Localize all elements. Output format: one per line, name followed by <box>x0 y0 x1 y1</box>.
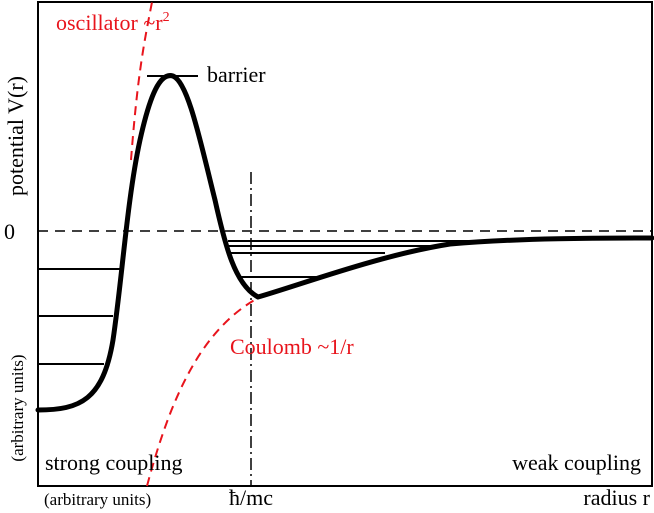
potential-curve <box>35 73 654 413</box>
x-axis-title: radius r <box>583 485 650 510</box>
coulomb-label: Coulomb ~1/r <box>230 334 354 359</box>
strong-coupling-label: strong coupling <box>45 450 183 475</box>
barrier-label: barrier <box>207 62 266 87</box>
oscillator-label: oscillator ~r2 <box>56 10 170 35</box>
zero-label: 0 <box>4 219 15 244</box>
plot-frame <box>37 1 653 487</box>
x-tick-hbar-mc: ħ/mc <box>229 485 273 510</box>
x-axis-units: (arbitrary units) <box>44 490 151 509</box>
weak-coupling-label: weak coupling <box>512 450 641 475</box>
y-axis-units: (arbitrary units) <box>8 354 27 461</box>
oscillator-curve <box>130 1 153 161</box>
y-axis-title: potential V(r) <box>3 76 28 196</box>
coulomb-curve <box>146 297 259 487</box>
